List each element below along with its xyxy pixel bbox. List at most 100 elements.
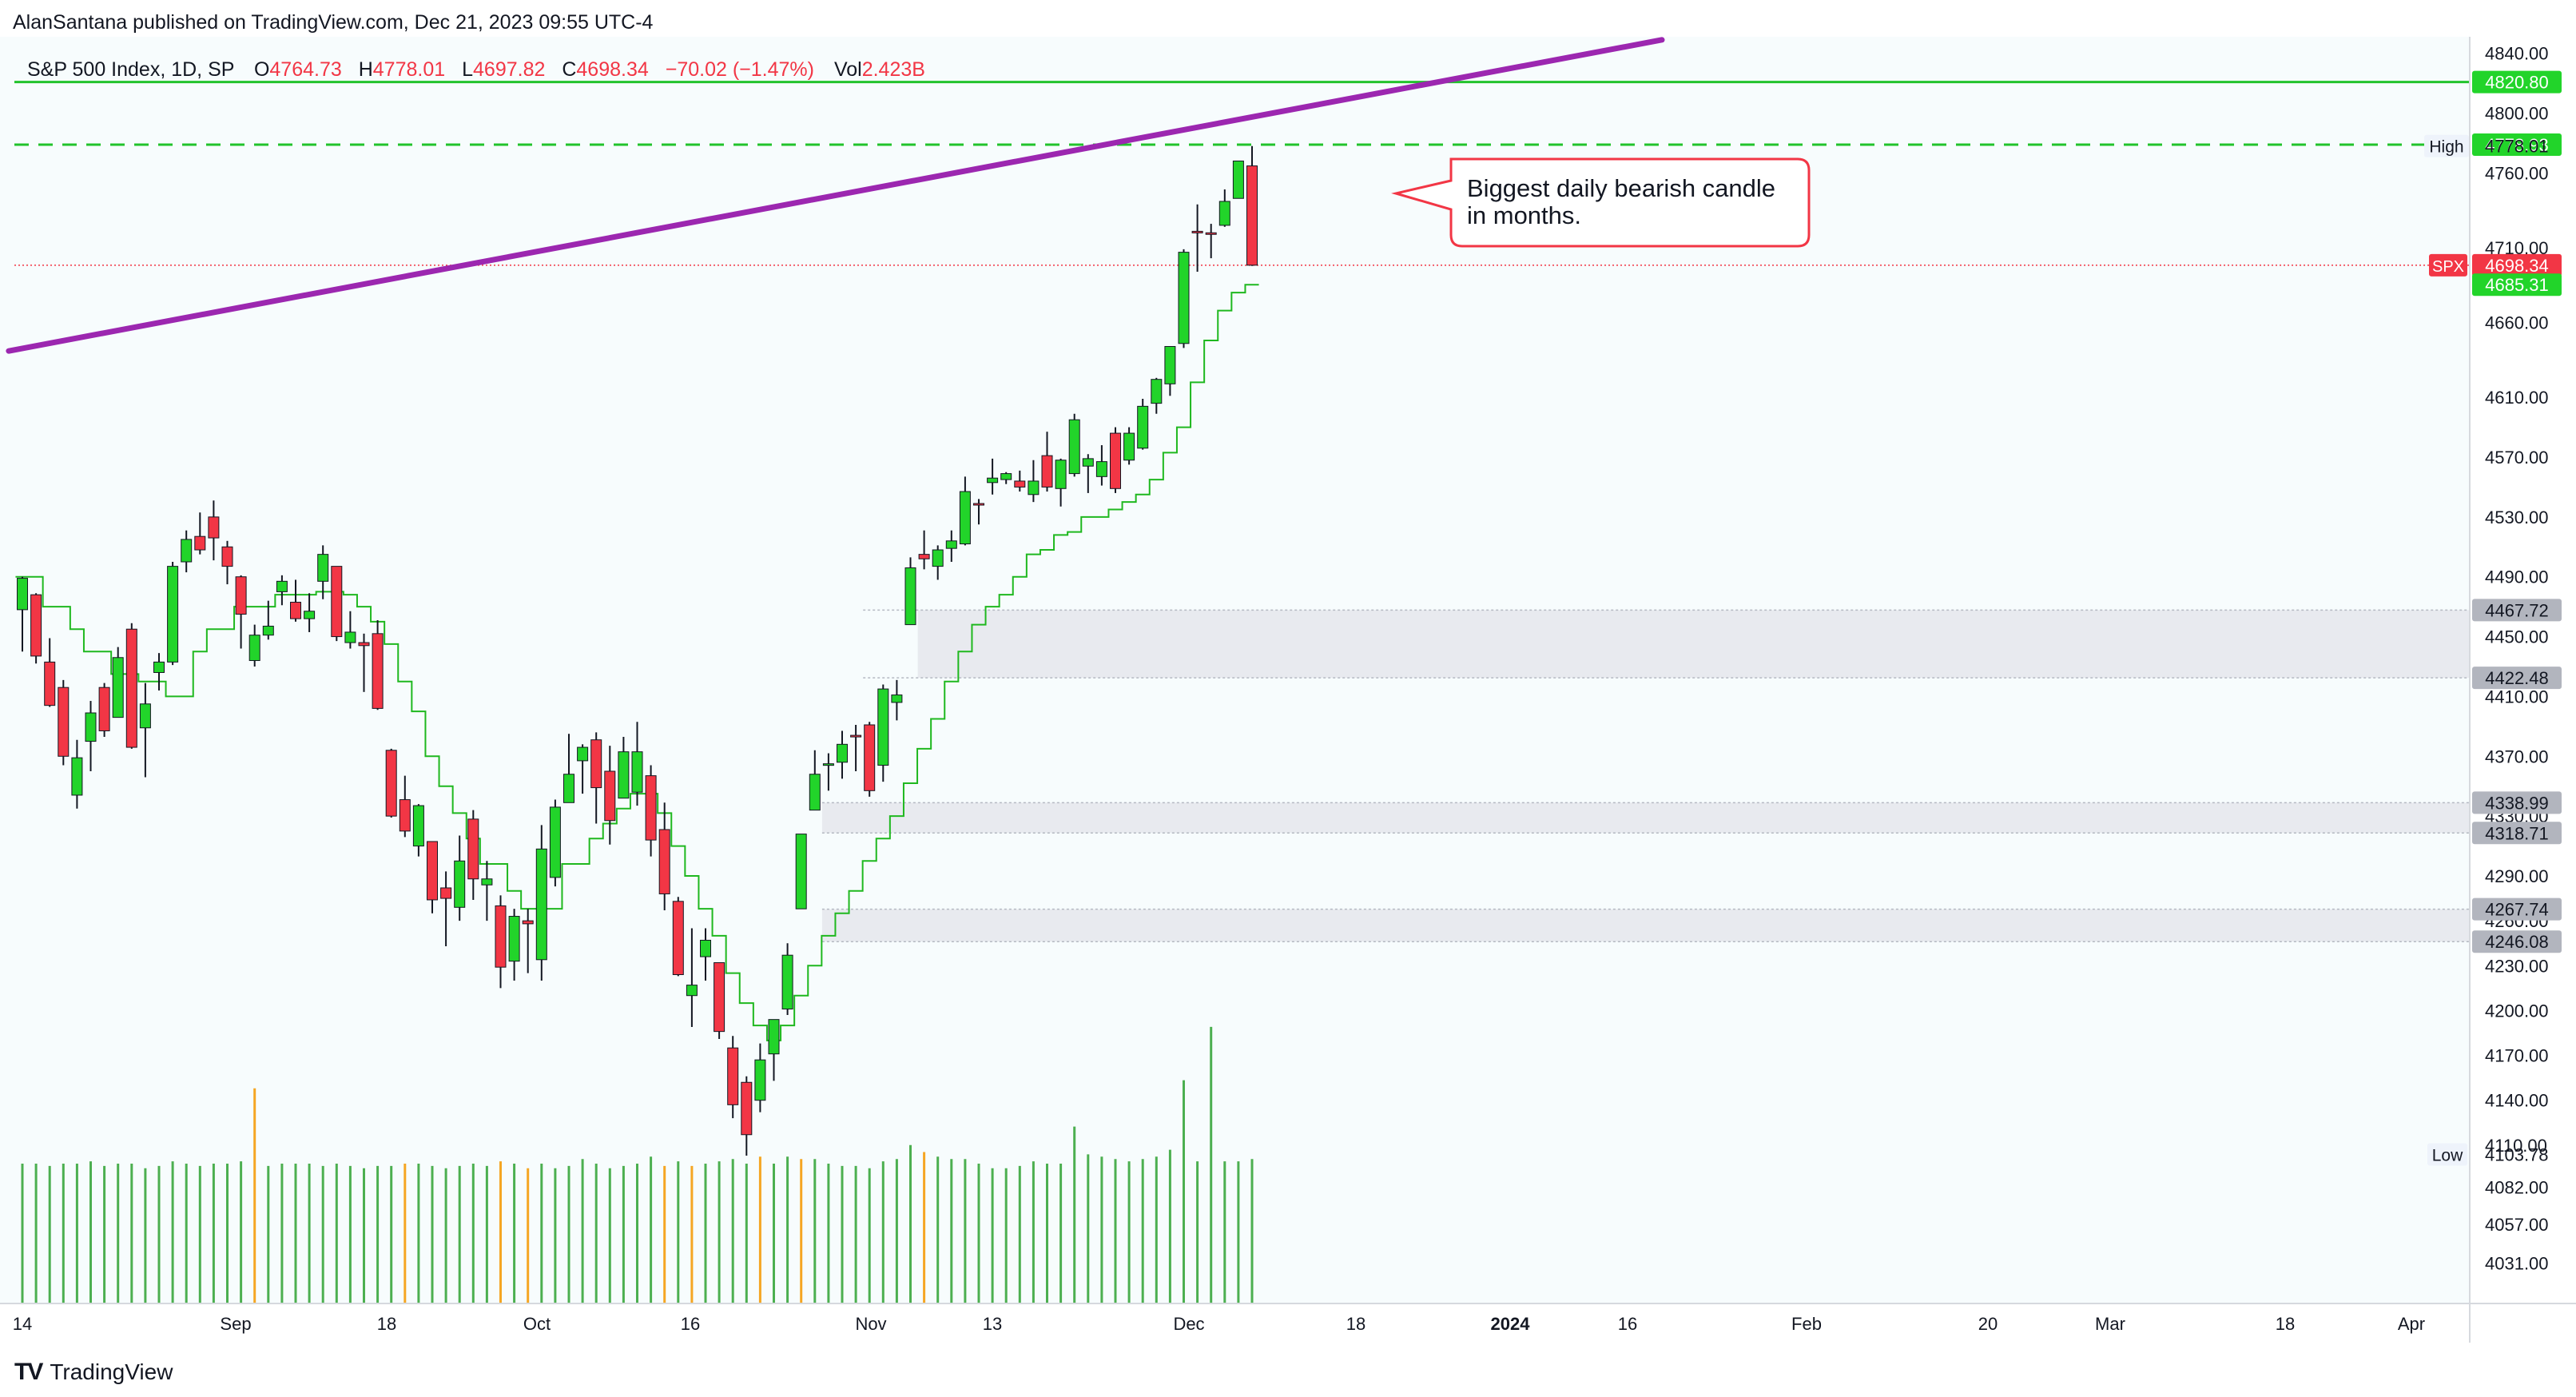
candle-body — [317, 554, 329, 582]
close-value: 4698.34 — [576, 58, 648, 81]
zone-top-badge — [2472, 599, 2562, 622]
candle — [837, 730, 848, 779]
rising-trendline[interactable] — [6, 37, 1665, 354]
candle — [454, 835, 466, 921]
price-tick-label: 4760.00 — [2485, 163, 2549, 183]
trendline[interactable] — [6, 37, 1665, 354]
candle — [248, 624, 260, 667]
candle — [1191, 204, 1203, 272]
time-tick-label: 13 — [983, 1314, 1002, 1334]
candle — [1218, 189, 1230, 227]
candle — [877, 684, 889, 782]
time-tick-label: Mar — [2095, 1314, 2125, 1334]
candle-body — [235, 576, 247, 615]
candle-body — [71, 757, 83, 796]
time-tick-label: Nov — [855, 1314, 886, 1334]
candle — [98, 683, 110, 737]
callout-line-2: in months. — [1467, 201, 1581, 229]
time-tick-label: 2024 — [1491, 1314, 1531, 1334]
candle — [112, 647, 124, 718]
candle-body — [194, 535, 206, 551]
candle-body — [945, 540, 957, 549]
candle-body — [658, 829, 670, 894]
candle-body — [904, 567, 916, 626]
candle — [276, 575, 288, 606]
high-marker-label: High — [2429, 138, 2463, 157]
candle — [235, 575, 247, 649]
support-zone — [917, 610, 2469, 679]
candle-body — [809, 774, 821, 811]
zone-bottom-badge-text: 4246.08 — [2485, 932, 2549, 952]
candle-body — [1191, 230, 1203, 233]
candle — [577, 744, 589, 794]
candle-body — [795, 834, 807, 909]
symbol-badge-text: SPX — [2432, 258, 2464, 276]
zone-top-badge-text: 4467.72 — [2485, 600, 2549, 620]
candle-body — [344, 631, 356, 643]
candle-body — [522, 920, 534, 925]
candle — [1164, 346, 1176, 396]
resistance-dashed-badge — [2472, 133, 2562, 157]
candle — [850, 724, 862, 771]
price-tick-label: 4082.00 — [2485, 1177, 2549, 1197]
candle-body — [153, 661, 165, 673]
price-tick-label: 4410.00 — [2485, 687, 2549, 706]
candle — [741, 1076, 753, 1156]
candle-body — [918, 554, 930, 559]
candle — [535, 825, 547, 981]
candle-body — [1055, 460, 1067, 489]
candle-body — [167, 566, 179, 663]
candle — [467, 810, 479, 900]
candle — [973, 499, 984, 525]
zone-bottom-badge-text: 4422.48 — [2485, 668, 2549, 688]
zone-bottom-badge — [2472, 822, 2562, 845]
candle-body — [1205, 232, 1217, 235]
candle — [181, 530, 193, 573]
candle — [44, 638, 56, 707]
candle-body — [781, 954, 793, 1010]
candle — [427, 841, 438, 913]
open-label: O — [254, 58, 269, 81]
candle — [672, 897, 684, 977]
zone-top-badge — [2472, 898, 2562, 921]
time-tick-label: 14 — [13, 1314, 32, 1334]
candle — [590, 732, 602, 824]
low-marker-label: Low — [2432, 1146, 2463, 1164]
tradingview-branding[interactable]: TV TradingView — [14, 1359, 173, 1386]
candle — [1041, 432, 1053, 492]
candle-body — [973, 503, 984, 506]
candle-body — [1123, 432, 1135, 461]
candle — [604, 746, 616, 845]
candle-body — [139, 703, 151, 729]
high-marker-tag — [2424, 134, 2469, 157]
open-value: 4764.73 — [269, 58, 341, 81]
price-tick-label: 4031.00 — [2485, 1254, 2549, 1274]
candle-body — [454, 860, 466, 908]
candle-body — [959, 491, 971, 545]
high-label: H — [359, 58, 373, 81]
candle — [317, 545, 329, 599]
candle-body — [577, 746, 589, 762]
candle — [372, 619, 384, 710]
callout-bubble — [1391, 157, 1811, 248]
candle-body — [672, 901, 684, 976]
candle-body — [495, 905, 507, 968]
symbol-badge — [2429, 253, 2467, 277]
candle — [290, 579, 301, 622]
time-tick-label: 18 — [2276, 1314, 2295, 1334]
candle — [208, 500, 220, 561]
trailing-stop-path — [15, 284, 1259, 1041]
candle-body — [563, 774, 574, 803]
candle — [71, 739, 83, 809]
price-axis[interactable]: 4840.004800.004760.004710.004660.004610.… — [2485, 44, 2549, 1274]
time-axis[interactable]: 14 Sep 18 Oct 16 Nov 13 Dec 18 2024 16 Feb 20 Mar 18 Ap… — [13, 1314, 2425, 1334]
candle-body — [1000, 473, 1012, 480]
resistance-solid-badge — [2472, 70, 2562, 94]
annotation-callout[interactable]: Biggest daily bearish candle in months. — [1391, 157, 1811, 248]
ohlc-header: S&P 500 Index, 1D, SP O4764.73 H4778.01 … — [27, 58, 925, 81]
candle — [891, 679, 903, 721]
candle-body — [549, 806, 561, 878]
candle — [1055, 458, 1067, 507]
low-label: L — [462, 58, 473, 81]
